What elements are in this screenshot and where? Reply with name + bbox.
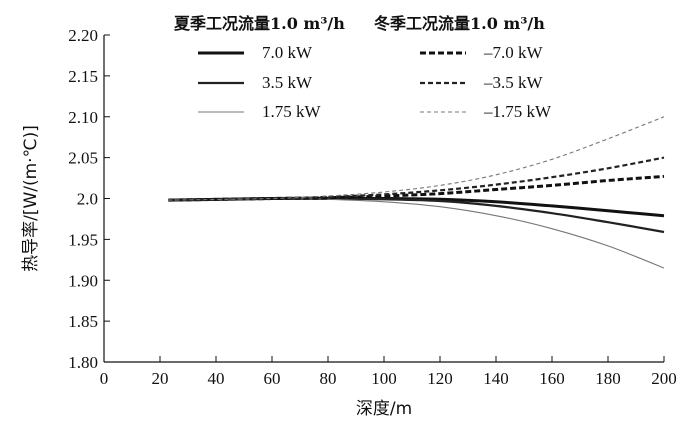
legend-label-4: –3.5 kW [483,73,544,92]
series-line-5 [168,116,665,201]
x-tick-label: 180 [595,369,621,388]
x-tick-label: 20 [152,369,169,388]
legend-label-3: –7.0 kW [483,43,544,62]
x-tick-label: 40 [208,369,225,388]
legend-title-1: 冬季工况流量1.0 m³/h [374,14,545,33]
x-tick-label: 60 [264,369,281,388]
legend: 夏季工况流量1.0 m³/h 7.0 kW 3.5 kW 1.75 kW 冬季工况流量1… [173,14,552,121]
y-tick-label: 1.80 [68,353,98,372]
x-tick-label: 80 [320,369,337,388]
x-tick-label: 120 [427,369,453,388]
y-tick-label: 1.85 [68,312,98,331]
y-tick-label: 2.15 [68,67,98,86]
x-tick-label: 100 [371,369,397,388]
legend-label-5: –1.75 kW [483,102,552,121]
y-tick-label: 2.20 [68,26,98,45]
y-axis-label: 热导率/[W/(m·℃)] [21,125,41,272]
legend-title-0: 夏季工况流量1.0 m³/h [173,14,345,33]
x-tick-label: 140 [483,369,509,388]
legend-label-2: 1.75 kW [262,102,322,121]
y-tick-label: 1.95 [68,230,98,249]
x-tick-label: 200 [651,369,677,388]
y-tick-label: 1.90 [68,271,98,290]
y-tick-label: 2.0 [77,190,98,209]
x-axis-label: 深度/m [356,399,412,419]
legend-label-0: 7.0 kW [262,43,313,62]
legend-label-1: 3.5 kW [262,73,313,92]
series-line-4 [168,156,665,202]
y-tick-label: 2.10 [68,108,98,127]
x-tick-label: 160 [539,369,565,388]
series-line-1 [168,197,665,234]
x-tick-label: 0 [100,369,109,388]
tick-group: 0 20 40 60 80 100 120 140 160 180 200 1.80 1.85 1.90 1… [68,26,677,388]
y-tick-label: 2.05 [68,149,98,168]
series-line-3 [168,174,665,202]
series-group [168,116,665,269]
